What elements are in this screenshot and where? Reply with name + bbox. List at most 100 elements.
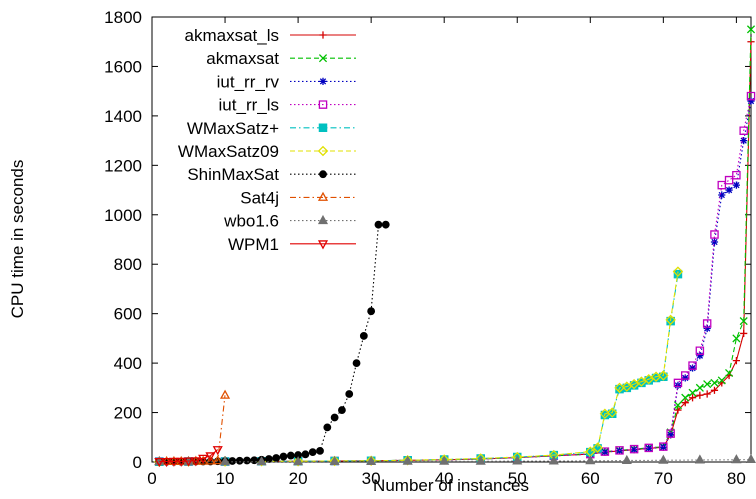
- data-point: [672, 266, 684, 277]
- x-tick-label: 30: [362, 469, 381, 488]
- data-point: [293, 456, 304, 466]
- data-point: [318, 123, 328, 133]
- data-point: [630, 446, 638, 454]
- data-point: [621, 381, 633, 392]
- legend-label: iut_rr_ls: [219, 96, 279, 115]
- data-point: [629, 444, 639, 454]
- data-point: [717, 376, 726, 385]
- data-point: [319, 31, 327, 39]
- y-tick-label: 1600: [104, 57, 142, 76]
- series-WMaxSatz+: [155, 269, 683, 467]
- legend-label: WMaxSatz09: [178, 142, 279, 161]
- data-point: [747, 97, 755, 105]
- data-point: [359, 332, 368, 340]
- data-point: [592, 442, 603, 453]
- y-axis-title: CPU time in seconds: [8, 160, 27, 319]
- data-point: [250, 456, 259, 465]
- data-point: [475, 455, 486, 465]
- y-tick-label: 0: [133, 453, 142, 472]
- data-point: [621, 454, 632, 465]
- data-point: [212, 455, 223, 465]
- data-point: [317, 191, 329, 201]
- data-point: [292, 456, 304, 467]
- legend-item: iut_rr_rv: [217, 72, 356, 91]
- data-point: [212, 446, 223, 456]
- data-point: [367, 307, 376, 316]
- y-tick-label: 1200: [104, 156, 142, 175]
- data-point: [666, 429, 675, 438]
- data-point: [643, 373, 654, 385]
- series-line: [159, 271, 679, 463]
- data-point: [688, 361, 697, 370]
- data-point: [740, 137, 748, 145]
- data-point: [681, 371, 690, 380]
- series-WPM1: [154, 446, 223, 468]
- data-point: [219, 389, 231, 399]
- data-point: [279, 452, 288, 461]
- data-point: [731, 454, 742, 464]
- data-point: [725, 186, 733, 194]
- data-point: [695, 346, 705, 355]
- data-point: [710, 230, 719, 239]
- x-tick-label: 40: [435, 469, 454, 488]
- data-point: [717, 180, 727, 190]
- data-point: [318, 100, 328, 109]
- data-point: [667, 431, 675, 439]
- series-WMaxSatz09: [154, 266, 684, 467]
- legend-item: wbo1.6: [223, 212, 356, 231]
- data-point: [673, 401, 683, 410]
- data-point: [615, 446, 624, 455]
- legend-item: Sat4j: [240, 188, 356, 207]
- data-point: [205, 452, 216, 462]
- data-point: [658, 454, 669, 464]
- data-point: [319, 77, 327, 85]
- data-point: [681, 393, 690, 402]
- legend-item: akmaxsat: [206, 49, 356, 68]
- data-point: [439, 455, 450, 465]
- x-tick-label: 20: [289, 469, 308, 488]
- data-point: [243, 456, 251, 465]
- data-point: [703, 380, 712, 389]
- data-point: [329, 455, 340, 466]
- legend-label: iut_rr_rv: [217, 72, 280, 91]
- axis-ticks: 0 10 20 30 40 50 60 70 8002004006008001000120014…: [104, 8, 751, 488]
- x-tick-label: 50: [508, 469, 527, 488]
- data-point: [345, 390, 354, 398]
- data-point: [228, 457, 237, 465]
- series-line: [159, 274, 679, 463]
- data-point: [702, 319, 712, 328]
- y-tick-label: 200: [114, 404, 142, 423]
- data-point: [674, 406, 682, 414]
- x-tick-label: 10: [216, 469, 235, 488]
- data-point: [645, 444, 653, 453]
- data-point: [317, 240, 329, 250]
- data-point: [219, 456, 231, 466]
- x-tick-label: 0: [147, 469, 156, 488]
- data-point: [681, 399, 689, 407]
- legend-item: WMaxSatz09: [178, 142, 356, 161]
- series-line: [159, 458, 752, 463]
- data-point: [636, 376, 647, 387]
- data-point: [585, 455, 596, 465]
- legend-label: ShinMaxSat: [187, 165, 279, 184]
- legend-item: WMaxSatz+: [187, 119, 356, 138]
- data-point: [168, 457, 179, 467]
- data-point: [673, 378, 683, 388]
- data-point: [673, 269, 683, 279]
- series-group: [154, 25, 756, 468]
- data-point: [235, 456, 244, 465]
- data-point: [724, 175, 734, 185]
- data-point: [696, 352, 704, 360]
- legend: akmaxsat_ls akmaxsat iut_rr_rv iut_rr_ls WMa…: [178, 26, 356, 254]
- data-point: [695, 383, 704, 392]
- data-point: [688, 388, 697, 397]
- y-tick-label: 1400: [104, 107, 142, 126]
- data-point: [329, 455, 340, 467]
- data-point: [710, 238, 719, 246]
- data-point: [718, 191, 726, 199]
- data-point: [694, 454, 705, 464]
- legend-label: wbo1.6: [223, 212, 279, 231]
- data-point: [330, 413, 339, 422]
- data-point: [316, 446, 324, 455]
